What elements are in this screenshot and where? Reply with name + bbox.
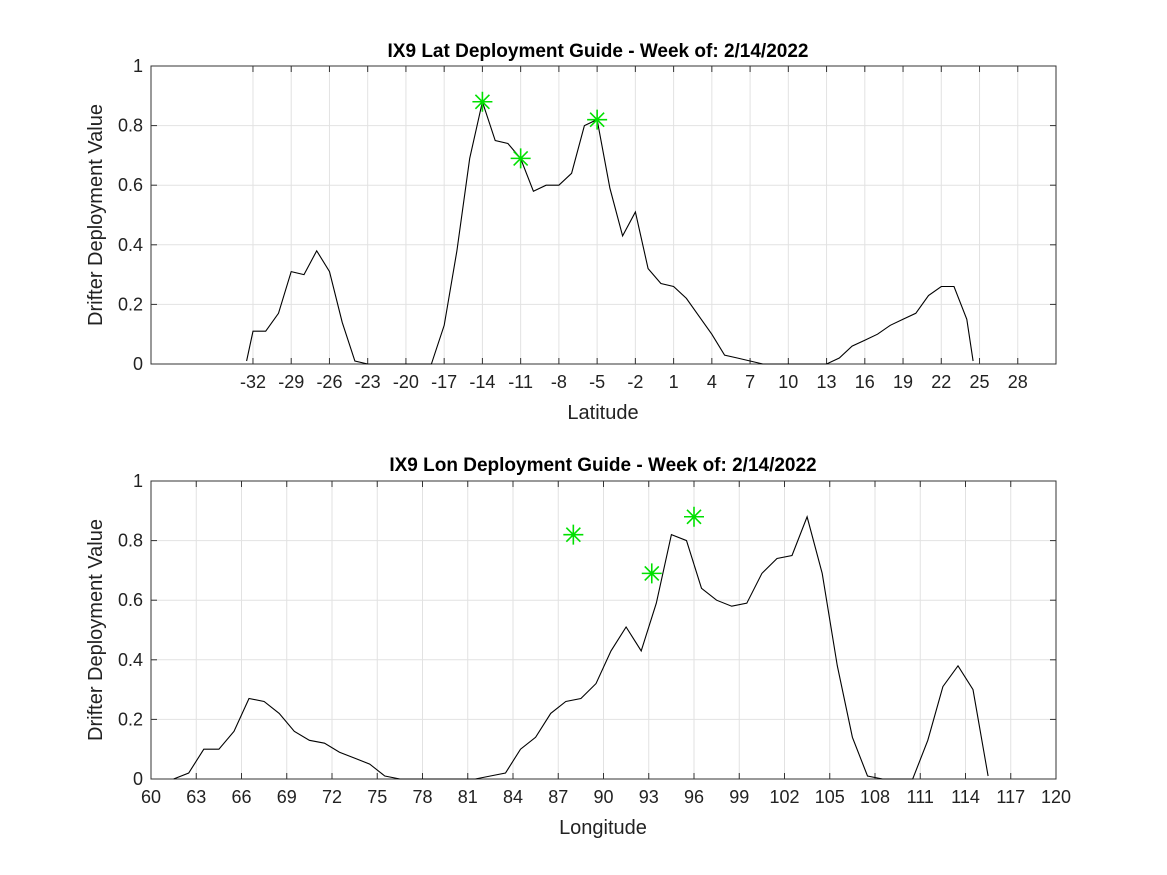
latitude-x-tick-label: -26 [316, 372, 342, 392]
longitude-x-tick-label: 90 [593, 787, 613, 807]
longitude-peak-marker [641, 563, 662, 584]
longitude-x-ticks: 60 63 66 69 72 75 78 81 84 87 90 93 96 99 102 105 108 111… [141, 481, 1071, 807]
latitude-x-axis-label: Latitude [567, 402, 638, 424]
latitude-x-tick-label: 7 [745, 372, 755, 392]
longitude-x-tick-label: 117 [996, 787, 1025, 807]
longitude-x-tick-label: 72 [322, 787, 342, 807]
latitude-y-tick-label: 0.2 [118, 294, 143, 314]
latitude-peak-marker [587, 109, 608, 130]
longitude-x-tick-label: 81 [458, 787, 478, 807]
longitude-x-tick-label: 60 [141, 787, 161, 807]
longitude-x-tick-label: 111 [907, 787, 934, 807]
latitude-x-tick-label: -17 [431, 372, 457, 392]
longitude-peaks [563, 506, 704, 584]
latitude-x-tick-label: 1 [669, 372, 679, 392]
longitude-y-tick-label: 1 [133, 471, 143, 491]
longitude-y-tick-label: 0.4 [118, 650, 143, 670]
longitude-x-axis-label: Longitude [559, 817, 647, 839]
latitude-y-tick-label: 0.8 [118, 116, 143, 136]
latitude-x-tick-label: 16 [855, 372, 875, 392]
longitude-x-tick-label: 78 [412, 787, 432, 807]
longitude-y-ticks: 0 0.2 0.4 0.6 0.8 1 [118, 471, 1056, 789]
latitude-x-tick-label: -14 [469, 372, 495, 392]
latitude-grid [151, 65, 1056, 365]
longitude-x-tick-label: 105 [815, 787, 845, 807]
longitude-x-tick-label: 99 [729, 787, 749, 807]
latitude-x-tick-label: -29 [278, 372, 304, 392]
latitude-x-tick-label: 10 [778, 372, 798, 392]
longitude-chart-title: IX9 Lon Deployment Guide - Week of: 2/14… [389, 455, 816, 476]
longitude-x-tick-label: 93 [639, 787, 659, 807]
latitude-x-tick-label: 28 [1008, 372, 1028, 392]
latitude-x-tick-label: -5 [589, 372, 605, 392]
latitude-peak-marker [472, 91, 493, 112]
longitude-y-axis-label: Drifter Deployment Value [85, 519, 107, 741]
longitude-y-tick-label: 0.8 [118, 531, 143, 551]
longitude-x-tick-label: 84 [503, 787, 523, 807]
longitude-y-tick-label: 0 [133, 769, 143, 789]
latitude-peak-marker [510, 148, 531, 169]
longitude-x-tick-label: 120 [1041, 787, 1071, 807]
latitude-chart-title: IX9 Lat Deployment Guide - Week of: 2/14… [388, 41, 809, 62]
latitude-series-line [246, 99, 974, 365]
latitude-x-tick-label: 25 [970, 372, 990, 392]
latitude-y-tick-label: 0.6 [118, 175, 143, 195]
latitude-x-tick-label: -8 [551, 372, 567, 392]
latitude-y-tick-label: 1 [133, 56, 143, 76]
latitude-x-tick-label: 13 [817, 372, 837, 392]
longitude-plot: IX9 Lon Deployment Guide - Week of: 2/14… [85, 455, 1071, 839]
latitude-peaks [472, 91, 608, 169]
longitude-x-tick-label: 114 [951, 787, 980, 807]
latitude-x-tick-label: -32 [240, 372, 266, 392]
longitude-peak-marker [563, 524, 584, 545]
longitude-series-line [173, 515, 989, 780]
longitude-y-tick-label: 0.6 [118, 590, 143, 610]
longitude-y-tick-label: 0.2 [118, 709, 143, 729]
longitude-x-tick-label: 75 [367, 787, 387, 807]
longitude-series [173, 515, 989, 780]
longitude-x-tick-label: 87 [548, 787, 568, 807]
longitude-grid [150, 480, 1057, 780]
longitude-x-tick-label: 63 [186, 787, 206, 807]
latitude-y-tick-label: 0.4 [118, 235, 143, 255]
latitude-axes-box [150, 65, 1057, 365]
latitude-x-tick-label: -20 [393, 372, 419, 392]
latitude-x-tick-label: 22 [931, 372, 951, 392]
longitude-x-tick-label: 69 [277, 787, 297, 807]
latitude-plot: IX9 Lat Deployment Guide - Week of: 2/14… [85, 41, 1057, 424]
latitude-y-tick-label: 0 [133, 354, 143, 374]
latitude-x-ticks: -32 -29 -26 -23 -20 -17 -14 -11 -8 -5 -2 1 4 7 10 13 16 1… [240, 66, 1028, 392]
latitude-x-tick-label: -23 [355, 372, 381, 392]
latitude-y-ticks: 0 0.2 0.4 0.6 0.8 1 [118, 56, 1056, 374]
longitude-x-tick-label: 102 [769, 787, 799, 807]
latitude-x-tick-label: 19 [893, 372, 913, 392]
longitude-peak-marker [684, 506, 704, 527]
latitude-x-tick-label: -11 [508, 372, 533, 392]
longitude-x-tick-label: 96 [684, 787, 704, 807]
latitude-x-tick-label: -2 [627, 372, 643, 392]
latitude-x-tick-label: 4 [707, 372, 717, 392]
longitude-x-tick-label: 66 [231, 787, 251, 807]
longitude-x-tick-label: 108 [860, 787, 890, 807]
latitude-series [246, 99, 974, 365]
latitude-y-axis-label: Drifter Deployment Value [85, 104, 107, 326]
